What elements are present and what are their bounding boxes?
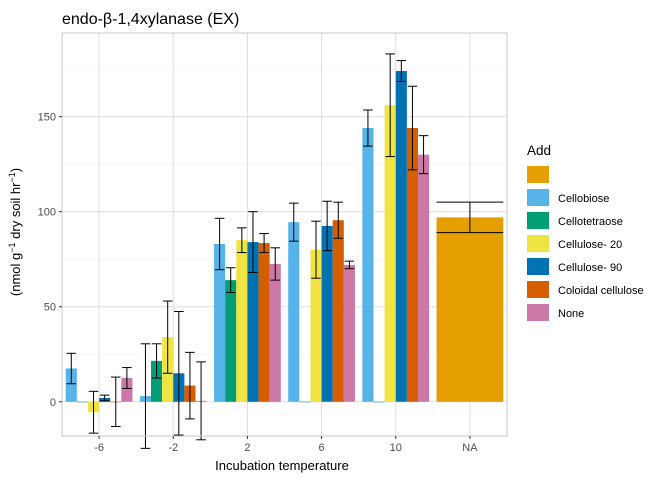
legend-label: Cellulose- 20 — [558, 239, 622, 251]
x-tick-label: 2 — [244, 442, 250, 454]
x-tick-label: 6 — [319, 442, 325, 454]
bar — [225, 280, 237, 402]
bar — [332, 220, 344, 402]
bar — [121, 378, 133, 402]
axes-layer: 0 50 100 150 -6 -2 2 6 10 NA — [38, 32, 508, 454]
y-axis-label-superscript: −1 — [7, 242, 17, 252]
bar — [362, 128, 374, 402]
panel-border — [61, 32, 508, 437]
bar — [299, 401, 311, 403]
y-axis-label-part: dry soil hr — [8, 182, 23, 243]
bar — [65, 368, 77, 402]
bar — [258, 243, 270, 402]
y-axis-label: (nmol g−1 dry soil hr−1) — [7, 168, 23, 296]
bar — [76, 401, 88, 403]
legend-title: Add — [527, 143, 551, 158]
plot-panel — [62, 33, 507, 436]
x-tick-label: -6 — [94, 442, 104, 454]
y-tick-label: 100 — [38, 207, 56, 219]
bar — [151, 360, 163, 402]
y-axis-label-part: (nmol g — [8, 253, 23, 296]
legend-key — [527, 235, 549, 252]
bar — [269, 263, 281, 402]
bar — [247, 242, 259, 402]
legend-key — [527, 281, 549, 298]
legend-label: None — [558, 308, 584, 320]
bar — [310, 249, 322, 402]
x-tick-label: NA — [462, 442, 478, 454]
y-tick-label: 0 — [50, 397, 56, 409]
y-axis-label-part: ) — [8, 168, 23, 172]
legend-key — [527, 304, 549, 321]
bar — [321, 225, 333, 402]
y-axis-label-superscript: −1 — [7, 172, 17, 182]
bar — [373, 401, 385, 403]
error-bars-layer — [66, 53, 504, 449]
panel-background — [62, 33, 507, 436]
bar — [343, 264, 355, 402]
bar — [236, 240, 248, 402]
y-tick-label: 150 — [38, 112, 56, 124]
legend-key — [527, 166, 549, 183]
legend-key — [527, 212, 549, 229]
x-axis-label: Incubation temperature — [215, 458, 349, 473]
bar — [288, 222, 300, 402]
x-tick-label: 10 — [390, 442, 402, 454]
y-tick-label: 50 — [44, 302, 56, 314]
legend-label: Cellulose- 90 — [558, 262, 622, 274]
legend: Cellobiose Cellotetraose Cellulose- 20 Cell… — [527, 166, 644, 321]
x-tick-label: -2 — [168, 442, 178, 454]
bar — [395, 71, 407, 402]
legend-label: Coloidal cellulose — [558, 285, 644, 297]
legend-key — [527, 258, 549, 275]
legend-key — [527, 189, 549, 206]
legend-label: Cellobiose — [558, 193, 609, 205]
bar — [406, 128, 418, 402]
bar — [436, 217, 504, 402]
bar — [384, 105, 396, 402]
bar — [418, 154, 430, 402]
chart-title: endo-β-1,4xylanase (EX) — [62, 11, 239, 28]
bar — [214, 244, 226, 402]
legend-label: Cellotetraose — [558, 216, 623, 228]
